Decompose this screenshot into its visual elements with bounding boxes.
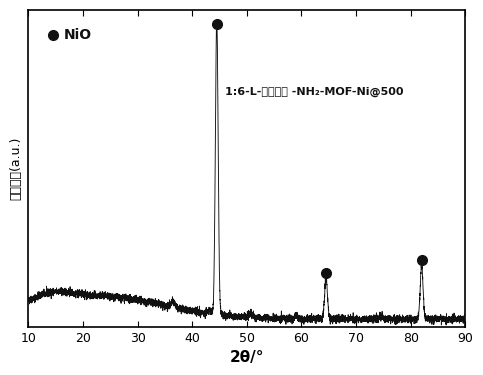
X-axis label: 2θ/°: 2θ/° xyxy=(229,350,264,365)
Y-axis label: 衍射强度(a.u.): 衍射强度(a.u.) xyxy=(10,136,23,200)
Text: NiO: NiO xyxy=(64,28,92,42)
Text: 1:6-L-半胱氨酸 -NH₂-MOF-Ni@500: 1:6-L-半胱氨酸 -NH₂-MOF-Ni@500 xyxy=(225,87,403,97)
